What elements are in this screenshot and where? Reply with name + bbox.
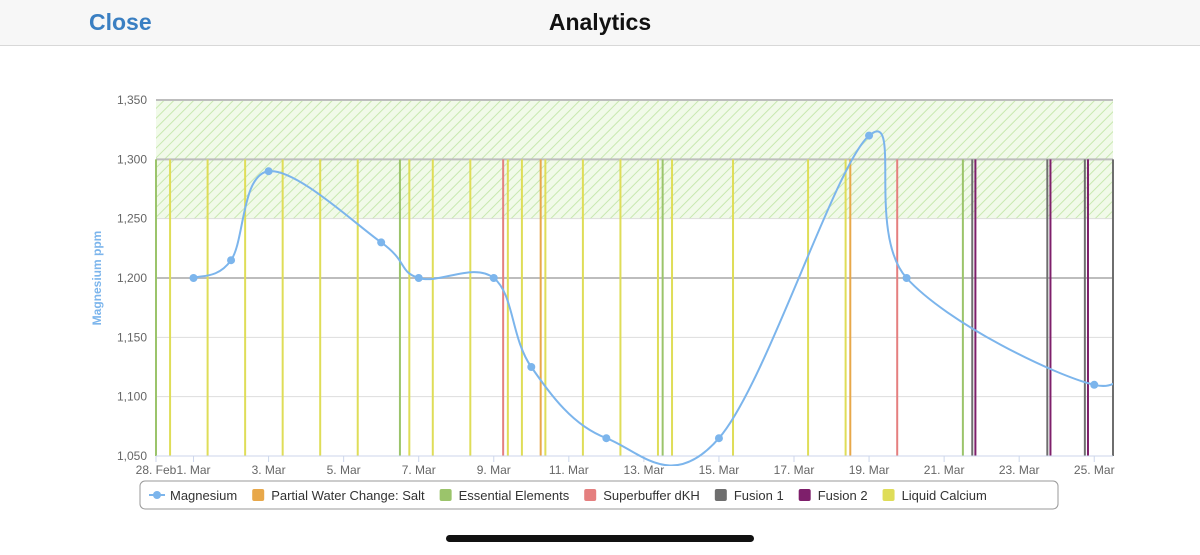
target-bands — [156, 100, 1113, 219]
legend-item[interactable]: Essential Elements — [439, 488, 570, 503]
page-title: Analytics — [548, 9, 652, 35]
legend-symbol — [439, 489, 452, 501]
data-point — [489, 274, 498, 282]
x-tick-label: 9. Mar — [477, 463, 511, 477]
legend-label: Liquid Calcium — [902, 488, 987, 503]
y-axis-title: Magnesium ppm — [90, 231, 104, 326]
data-point — [264, 167, 273, 176]
x-tick-label: 17. Mar — [774, 463, 815, 477]
navigation-bar: Close Analytics — [0, 0, 1200, 46]
home-indicator — [446, 535, 754, 542]
data-point — [227, 256, 236, 265]
legend-label: Fusion 1 — [734, 488, 784, 503]
y-tick-label: 1,350 — [117, 93, 147, 107]
legend-label: Superbuffer dKH — [603, 488, 700, 503]
legend-label: Fusion 2 — [818, 488, 868, 503]
data-point — [902, 274, 911, 282]
legend-label: Partial Water Change: Salt — [271, 488, 425, 503]
legend: Magnesium Partial Water Change: Salt Essen… — [139, 480, 1059, 510]
legend-symbol — [798, 489, 811, 501]
series-magnesium — [189, 130, 1113, 466]
magnesium-chart: 1,050 1,100 1,150 1,200 1,250 1,300 1,350 Magne… — [90, 93, 1115, 510]
event-markers — [155, 159, 1114, 456]
x-tick-label: 11. Mar — [549, 463, 589, 477]
y-tick-label: 1,150 — [117, 330, 147, 344]
legend-symbol — [153, 491, 161, 499]
legend-item[interactable]: Fusion 1 — [714, 488, 784, 503]
x-tick-label: 28. Feb — [136, 463, 177, 477]
data-point — [714, 434, 723, 443]
data-point — [377, 238, 386, 247]
legend-label: Essential Elements — [459, 488, 570, 503]
data-point — [414, 274, 423, 282]
x-tick-label: 3. Mar — [252, 463, 286, 477]
legend-item[interactable]: Partial Water Change: Salt — [252, 488, 425, 503]
axes: 1,050 1,100 1,150 1,200 1,250 1,300 1,350 Magne… — [90, 93, 1115, 477]
x-tick-label: 19. Mar — [849, 463, 890, 477]
x-tick-label: 25. Mar — [1074, 463, 1115, 477]
legend-label: Magnesium — [170, 488, 237, 503]
x-tick-label: 13. Mar — [624, 463, 665, 477]
data-point — [189, 274, 198, 282]
data-point — [602, 434, 611, 443]
x-tick-label: 21. Mar — [924, 463, 965, 477]
x-tick-label: 5. Mar — [327, 463, 361, 477]
legend-item[interactable]: Superbuffer dKH — [584, 488, 700, 503]
x-tick-label: 1. Mar — [177, 463, 211, 477]
target-band — [156, 159, 1113, 219]
legend-symbol — [714, 489, 727, 501]
y-tick-label: 1,250 — [117, 212, 147, 226]
data-point — [527, 363, 536, 371]
x-tick-label: 7. Mar — [402, 463, 436, 477]
target-band — [156, 100, 1113, 160]
legend-symbol — [584, 489, 597, 501]
legend-box — [139, 480, 1059, 510]
close-button[interactable]: Close — [89, 9, 152, 35]
data-point — [865, 131, 874, 140]
x-tick-label: 15. Mar — [699, 463, 740, 477]
legend-item[interactable]: Fusion 2 — [798, 488, 868, 503]
legend-item[interactable]: Magnesium — [149, 488, 237, 503]
y-tick-label: 1,300 — [117, 152, 147, 166]
legend-symbol — [252, 489, 265, 501]
legend-symbol — [882, 489, 895, 501]
y-tick-label: 1,050 — [117, 449, 147, 463]
data-point — [1090, 380, 1099, 389]
x-tick-label: 23. Mar — [999, 463, 1040, 477]
y-tick-label: 1,200 — [117, 271, 147, 285]
legend-item[interactable]: Liquid Calcium — [882, 488, 987, 503]
y-tick-label: 1,100 — [117, 390, 147, 404]
